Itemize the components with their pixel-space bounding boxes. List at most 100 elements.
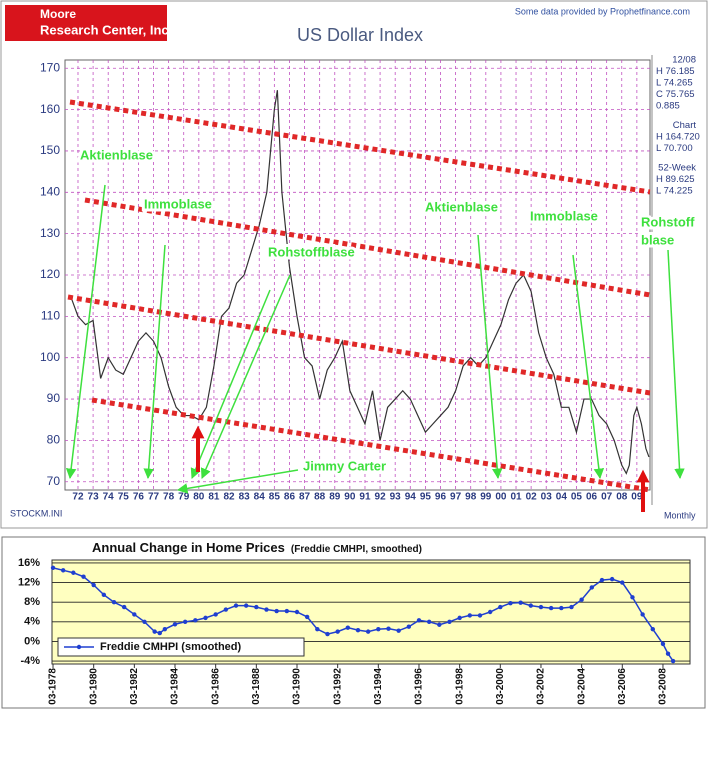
data-point xyxy=(396,628,401,633)
data-point xyxy=(132,612,137,617)
data-point xyxy=(538,604,544,610)
y-tick-label: 90 xyxy=(47,391,61,405)
y-tick-label: 160 xyxy=(40,102,60,116)
x-tick-label: 83 xyxy=(239,492,251,503)
x-tick-label: 03 xyxy=(541,492,553,503)
x-tick-label: 93 xyxy=(390,492,402,503)
title: Annual Change in Home Prices xyxy=(92,540,285,555)
y-tick-label: -4% xyxy=(20,655,40,667)
y-tick-label: 0% xyxy=(24,635,40,647)
x-tick-label: 80 xyxy=(193,492,205,503)
data-point xyxy=(233,603,239,608)
data-point xyxy=(640,612,645,617)
trend-line xyxy=(84,197,651,298)
x-tick-label: 03-1980 xyxy=(88,668,99,705)
data-point xyxy=(599,577,605,583)
annotation: Immoblase xyxy=(530,208,598,223)
plot-area xyxy=(64,59,651,491)
data-point xyxy=(670,658,676,664)
data-point xyxy=(294,609,300,615)
data-point xyxy=(172,622,178,627)
x-tick-label: 03-1986 xyxy=(210,668,221,705)
x-tick-label: 75 xyxy=(118,492,130,503)
dollar-chart: Moore Research Center, Inc. Some data pr… xyxy=(0,0,708,529)
data-point xyxy=(365,629,371,634)
data-point xyxy=(304,614,310,620)
x-tick-label: 03-1982 xyxy=(129,668,140,705)
x-tick-label: 91 xyxy=(359,492,371,503)
stat-text: H 89.625 xyxy=(656,174,695,185)
x-tick-label: 02 xyxy=(526,492,538,503)
x-tick-label: 90 xyxy=(344,492,356,503)
annotation: Rohstoffblase xyxy=(268,244,355,259)
trend-line xyxy=(69,99,651,195)
source: Some data provided by Prophetfinance.com xyxy=(515,6,690,16)
annotation: Immoblase xyxy=(144,196,212,211)
data-point xyxy=(91,582,96,588)
home-price-chart: Annual Change in Home Prices (Freddie CMH… xyxy=(1,536,706,709)
overlays: Aktienblase Immoblase Rohstoffblase Jimm… xyxy=(65,99,698,512)
subtitle: (Freddie CMHPI, smoothed) xyxy=(291,544,422,555)
data-point xyxy=(609,576,615,582)
x-tick-label: 87 xyxy=(299,492,311,503)
x-tick-label: 03-1978 xyxy=(48,668,59,705)
data-point xyxy=(650,626,655,632)
stat-text: 52-Week xyxy=(658,163,696,174)
y-tick-label: 8% xyxy=(24,596,40,608)
data-point xyxy=(101,592,107,598)
annotation: Rohstoff xyxy=(641,214,695,229)
stat-text: C 75.765 xyxy=(656,89,695,100)
data-line xyxy=(52,567,674,662)
data-point xyxy=(548,605,554,611)
x-tick-label: 06 xyxy=(586,492,598,503)
data-point xyxy=(81,574,86,579)
y-tick-label: 130 xyxy=(40,226,60,240)
data-point xyxy=(508,600,513,606)
logo-box xyxy=(5,5,167,41)
x-tick-label: 77 xyxy=(148,492,160,503)
x-tick-label: 03-2006 xyxy=(617,668,628,705)
data-point xyxy=(152,629,157,634)
x-tick-label: 03-1994 xyxy=(373,668,384,705)
y-tick-label: 80 xyxy=(47,433,61,447)
x-tick-label: 00 xyxy=(495,492,507,503)
data-point xyxy=(589,585,594,590)
x-tick-label: 03-1996 xyxy=(414,668,425,705)
data-point xyxy=(579,597,584,602)
stat-text: L 70.700 xyxy=(656,143,693,154)
trend-line xyxy=(91,397,651,493)
x-tick-label: 96 xyxy=(435,492,447,503)
stat-text: L 74.265 xyxy=(656,78,693,89)
data-point xyxy=(528,603,534,608)
x-tick-label: 03-1990 xyxy=(292,668,303,705)
data-point xyxy=(203,615,208,621)
x-tick-label: 89 xyxy=(329,492,341,503)
data-point xyxy=(487,609,493,615)
data-point xyxy=(142,619,147,625)
x-tick-label: 03-2008 xyxy=(658,668,669,705)
footer: Monthly xyxy=(664,510,696,520)
x-tick-label: 99 xyxy=(480,492,492,503)
data-point xyxy=(386,626,391,631)
x-tick-label: 85 xyxy=(269,492,281,503)
x-tick-label: 72 xyxy=(72,492,84,503)
data-point xyxy=(50,565,56,571)
data-point xyxy=(71,570,76,575)
y-tick-label: 110 xyxy=(41,309,60,323)
x-tick-label: 03-1998 xyxy=(454,668,465,705)
legend-box xyxy=(57,637,305,657)
y-tick-label: 170 xyxy=(40,60,60,74)
logo-text: Moore xyxy=(40,7,76,21)
stat-text: H 164.720 xyxy=(656,132,700,143)
data-point xyxy=(345,625,351,630)
data-point xyxy=(620,580,625,585)
x-tick-label: 78 xyxy=(163,492,175,503)
arrow xyxy=(667,249,685,480)
footer: STOCKM.INI xyxy=(10,508,62,518)
x-tick-label: 84 xyxy=(254,492,266,503)
data-point xyxy=(264,607,269,612)
y-tick-label: 4% xyxy=(24,616,40,628)
y-tick-label: 140 xyxy=(40,184,60,198)
annotation: Aktienblase xyxy=(425,199,498,214)
